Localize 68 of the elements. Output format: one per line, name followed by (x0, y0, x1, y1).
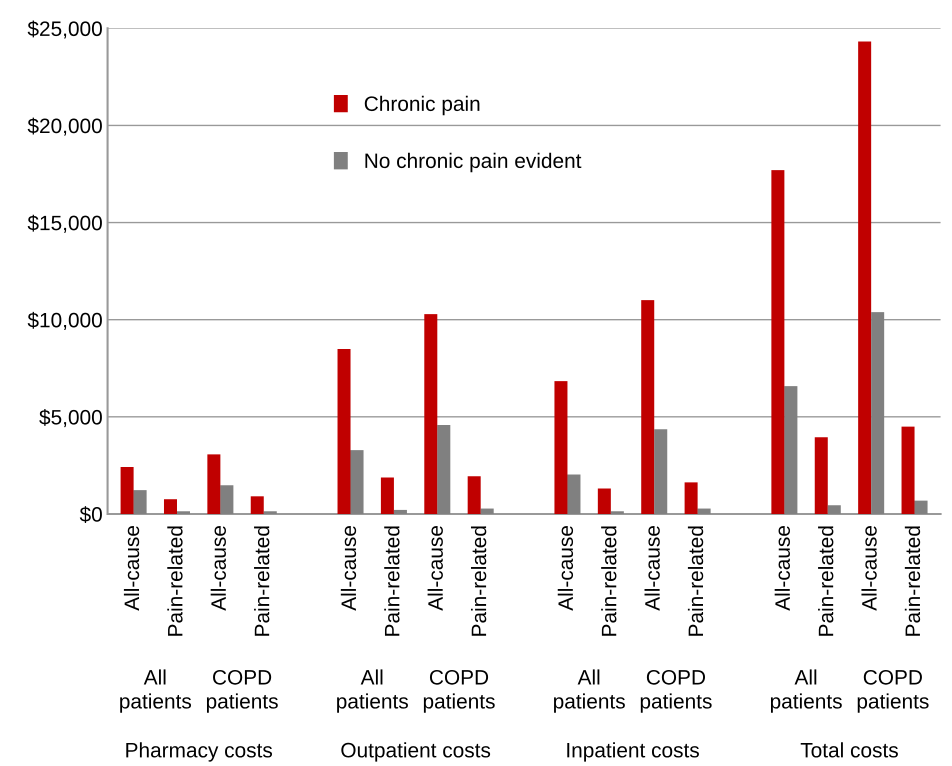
x-tick-label: All-cause (861, 526, 877, 611)
bar (350, 450, 364, 514)
text: COPD patients (206, 670, 278, 713)
bar (424, 314, 438, 514)
bar (598, 488, 611, 514)
x-tick-label: All-cause (124, 526, 140, 611)
x-tick-label: All-cause (774, 526, 790, 611)
x-tick-label: All-cause (428, 526, 443, 611)
y-tick-label: $20,000 (28, 118, 102, 136)
x-tick-label: Pain-related (470, 526, 486, 636)
bar (468, 476, 481, 514)
bar (698, 508, 711, 514)
x-tick-label: All-cause (340, 526, 356, 611)
bar (858, 42, 872, 514)
text: Outpatient costs (341, 742, 490, 762)
x-tick-label: All-cause (558, 526, 574, 611)
legend-label: No chronic pain evident (365, 152, 582, 172)
x-tick-label: Pain-related (384, 526, 400, 636)
x-tick-label: Pain-related (904, 526, 920, 636)
bar (554, 381, 568, 514)
x-tick-label: Pain-related (167, 526, 183, 636)
bar (207, 454, 220, 514)
y-tick-label: $5,000 (39, 408, 102, 428)
bar (250, 496, 264, 514)
x-tick-label: Pain-related (688, 526, 704, 636)
bar (394, 510, 407, 514)
bar (437, 425, 450, 514)
legend-label: Chronic pain (364, 96, 480, 116)
bar (828, 505, 841, 514)
bar (567, 474, 580, 514)
bar (641, 300, 654, 514)
y-tick-label: $15,000 (28, 214, 102, 233)
text: COPD patients (858, 670, 929, 713)
bar (338, 349, 351, 514)
bar (684, 482, 698, 514)
y-tick-label: $0 (80, 506, 102, 523)
text: Inpatient costs (567, 742, 699, 762)
bar (654, 429, 668, 514)
bar (610, 511, 624, 514)
bar (771, 170, 784, 514)
text: All patients (120, 669, 192, 713)
bar (814, 437, 828, 514)
x-tick-label: Pain-related (818, 526, 834, 636)
text: All patients (770, 669, 842, 713)
bar (380, 477, 394, 514)
y-tick-label: $25,000 (28, 20, 102, 39)
x-tick-label: Pain-related (254, 526, 270, 636)
y-tick-label: $10,000 (28, 312, 102, 330)
bar (220, 485, 234, 514)
bar (120, 466, 134, 514)
text: All patients (554, 669, 625, 713)
x-tick-label: All-cause (210, 526, 226, 611)
bar (480, 508, 494, 514)
x-tick-label: All-cause (644, 526, 660, 611)
text: Total costs (800, 742, 898, 758)
bar (914, 500, 928, 514)
x-tick-label: Pain-related (601, 526, 616, 636)
text: All patients (337, 669, 408, 713)
bar (264, 511, 277, 514)
text: COPD patients (640, 670, 712, 713)
bar (871, 312, 884, 514)
text: Pharmacy costs (126, 742, 272, 762)
text: COPD patients (424, 670, 495, 713)
bar (176, 511, 190, 514)
bar (164, 499, 177, 514)
bar (784, 386, 798, 514)
bar (134, 490, 147, 514)
bar (902, 426, 915, 514)
